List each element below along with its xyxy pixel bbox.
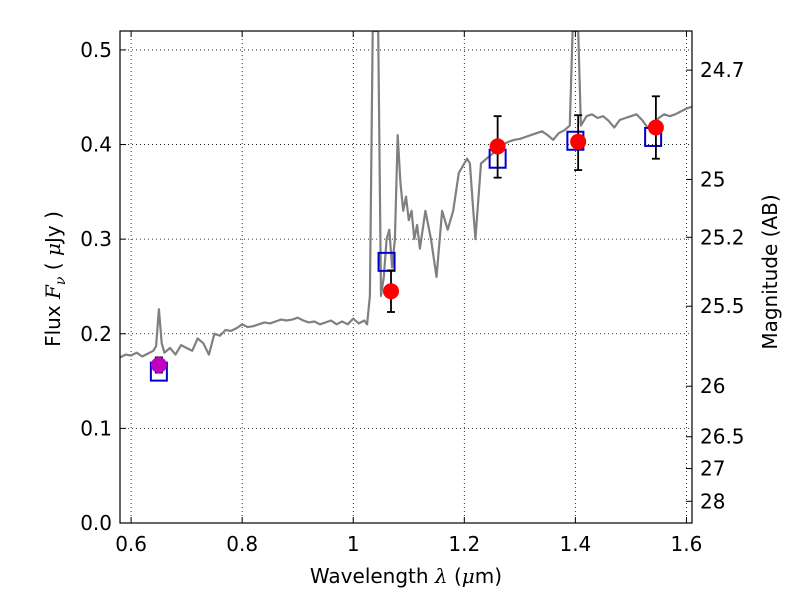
magnitude-tick-label: 26.5 (700, 425, 745, 449)
y-tick-label: 0.3 (80, 227, 112, 251)
y-tick-label: 0.0 (80, 511, 112, 535)
y-tick-label: 0.1 (80, 416, 112, 440)
y-tick-label: 0.5 (80, 38, 112, 62)
y-tick-label: 0.2 (80, 322, 112, 346)
x-tick-label: 0.8 (226, 532, 258, 556)
x-tick-label: 1.6 (671, 532, 703, 556)
magnitude-tick-label: 25 (700, 167, 725, 191)
y-tick-label: 0.4 (80, 133, 112, 157)
spectrum-line (120, 31, 692, 359)
y-axis-label: Flux Fν ( μJy ) (41, 211, 69, 347)
observed-point (647, 119, 664, 136)
model-band-square (377, 251, 396, 272)
x-tick-label: 1 (347, 532, 360, 556)
observed-point (489, 138, 506, 155)
observed-point (383, 283, 400, 300)
x-tick-label: 0.6 (115, 532, 147, 556)
plot-frame (119, 30, 693, 524)
observed-point (150, 356, 167, 373)
magnitude-tick-label: 25.2 (700, 225, 745, 249)
magnitude-tick-label: 28 (700, 489, 725, 513)
x-tick-label: 1.2 (448, 532, 480, 556)
grid-lines (120, 31, 692, 523)
x-axis-label: Wavelength λ (μm) (310, 564, 502, 588)
plot-area (120, 31, 692, 382)
magnitude-axis-label: Magnitude (AB) (758, 194, 782, 349)
axis-ticks: 0.6 0.8 1 1.2 1.4 1.6 0.0 0.1 0.2 0.3 0.4 0.5 24.7 25… (80, 31, 745, 556)
magnitude-tick-label: 27 (700, 457, 725, 481)
observed-point (570, 133, 587, 150)
magnitude-tick-label: 26 (700, 374, 725, 398)
x-tick-label: 1.4 (559, 532, 591, 556)
magnitude-tick-label: 25.5 (700, 294, 745, 318)
magnitude-tick-label: 24.7 (700, 58, 745, 82)
